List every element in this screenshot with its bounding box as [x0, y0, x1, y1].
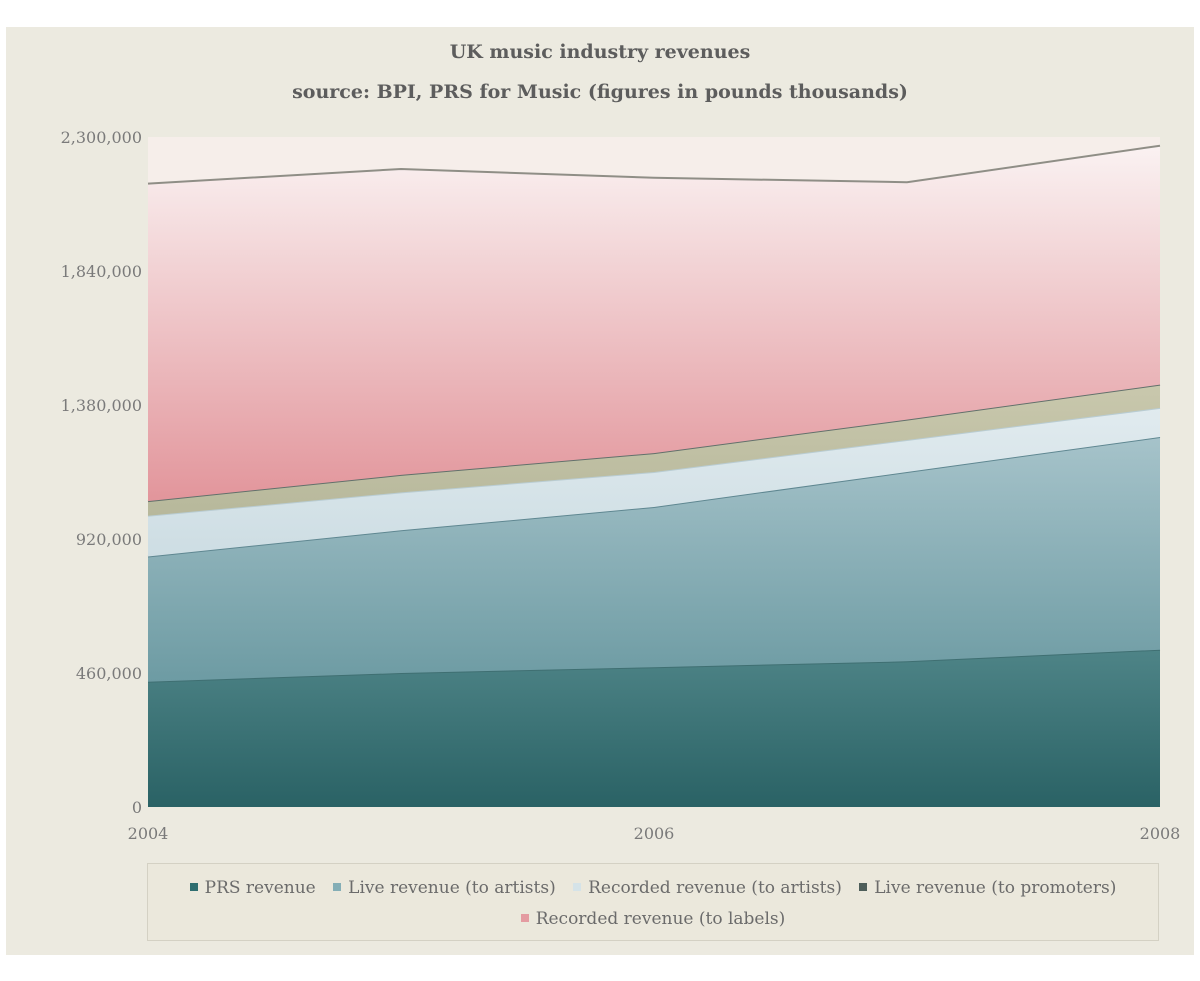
legend-label: Live revenue (to promoters) [874, 878, 1117, 898]
y-tick-label: 0 [132, 798, 142, 817]
x-tick-label: 2008 [1140, 824, 1181, 843]
chart-frame: UK music industry revenues source: BPI, … [6, 27, 1194, 955]
chart-subtitle: source: BPI, PRS for Music (figures in p… [292, 81, 908, 103]
y-tick-label: 460,000 [76, 664, 142, 683]
legend-swatch [333, 882, 342, 891]
area-live-revenue-to-promoters [148, 384, 1160, 516]
legend-item: Live revenue (to artists) [333, 878, 556, 898]
y-tick-label: 2,300,000 [61, 128, 142, 147]
legend-item: PRS revenue [189, 878, 316, 898]
legend-swatch [859, 882, 868, 891]
legend-label: Recorded revenue (to artists) [588, 878, 842, 898]
legend-item: Live revenue (to promoters) [859, 878, 1116, 898]
legend-label: PRS revenue [204, 878, 316, 898]
y-tick-label: 1,380,000 [61, 396, 142, 415]
legend-swatch [520, 913, 529, 922]
area-live-revenue-to-artists [148, 437, 1160, 682]
area-chart: 0 460,000 920,000 1,380,000 1,840,000 2,300,0… [61, 128, 1181, 843]
legend-swatch [189, 882, 198, 891]
area-recorded-revenue-to-labels [148, 145, 1160, 502]
chart-title: UK music industry revenues [449, 41, 751, 63]
series-line-5 [147, 144, 1161, 185]
legend-swatch [573, 882, 582, 891]
area-recorded-revenue-to-artists [148, 407, 1160, 557]
legend-label: Recorded revenue (to labels) [535, 909, 786, 929]
legend-item: Recorded revenue (to labels) [520, 909, 786, 929]
x-tick-label: 2006 [634, 824, 675, 843]
legend-item: Recorded revenue (to artists) [573, 878, 842, 898]
area-prs-revenue [148, 649, 1160, 807]
legend: PRS revenue Live revenue (to artists) Re… [147, 863, 1159, 941]
x-tick-label: 2004 [128, 824, 169, 843]
y-tick-label: 1,840,000 [61, 262, 142, 281]
legend-label: Live revenue (to artists) [348, 878, 556, 898]
y-tick-label: 920,000 [76, 530, 142, 549]
